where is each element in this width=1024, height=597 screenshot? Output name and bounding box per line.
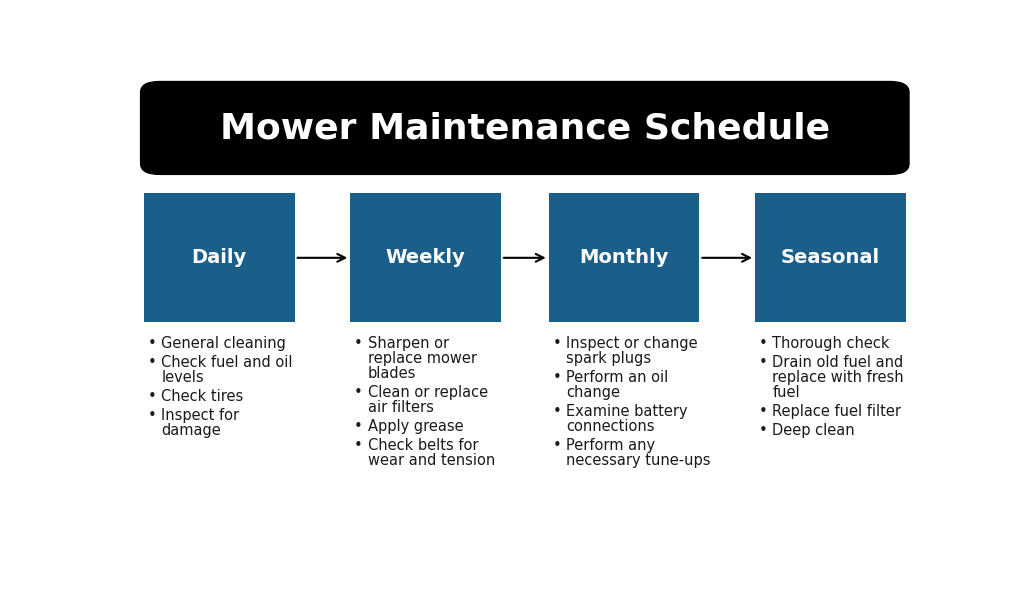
Text: Mower Maintenance Schedule: Mower Maintenance Schedule: [220, 111, 829, 145]
Text: •: •: [354, 438, 362, 453]
Text: •: •: [147, 408, 157, 423]
Text: •: •: [759, 336, 768, 351]
Text: Inspect or change: Inspect or change: [566, 336, 697, 351]
Text: Perform any: Perform any: [566, 438, 655, 453]
Text: connections: connections: [566, 419, 654, 434]
Text: Check fuel and oil: Check fuel and oil: [162, 355, 293, 370]
Text: Thorough check: Thorough check: [772, 336, 890, 351]
Text: •: •: [759, 355, 768, 370]
FancyBboxPatch shape: [143, 193, 295, 322]
FancyBboxPatch shape: [755, 193, 905, 322]
Text: •: •: [553, 404, 561, 419]
Text: •: •: [354, 336, 362, 351]
FancyBboxPatch shape: [549, 193, 699, 322]
Text: Drain old fuel and: Drain old fuel and: [772, 355, 903, 370]
Text: Perform an oil: Perform an oil: [566, 370, 669, 385]
Text: General cleaning: General cleaning: [162, 336, 286, 351]
Text: Monthly: Monthly: [580, 248, 669, 267]
Text: •: •: [759, 423, 768, 438]
Text: Weekly: Weekly: [386, 248, 466, 267]
Text: •: •: [147, 389, 157, 404]
Text: •: •: [553, 336, 561, 351]
Text: blades: blades: [368, 367, 416, 381]
Text: •: •: [354, 419, 362, 434]
Text: Clean or replace: Clean or replace: [368, 385, 487, 400]
Text: •: •: [147, 336, 157, 351]
Text: damage: damage: [162, 423, 221, 438]
Text: Deep clean: Deep clean: [772, 423, 855, 438]
Text: fuel: fuel: [772, 385, 800, 400]
Text: Sharpen or: Sharpen or: [368, 336, 449, 351]
Text: •: •: [553, 438, 561, 453]
FancyBboxPatch shape: [350, 193, 501, 322]
Text: •: •: [759, 404, 768, 419]
Text: levels: levels: [162, 370, 204, 385]
Text: Check belts for: Check belts for: [368, 438, 478, 453]
FancyBboxPatch shape: [140, 81, 909, 175]
Text: •: •: [147, 355, 157, 370]
Text: Daily: Daily: [191, 248, 247, 267]
Text: Examine battery: Examine battery: [566, 404, 688, 419]
Text: Inspect for: Inspect for: [162, 408, 240, 423]
Text: Apply grease: Apply grease: [368, 419, 463, 434]
Text: wear and tension: wear and tension: [368, 453, 495, 468]
Text: •: •: [354, 385, 362, 400]
Text: •: •: [553, 370, 561, 385]
Text: Replace fuel filter: Replace fuel filter: [772, 404, 901, 419]
Text: Check tires: Check tires: [162, 389, 244, 404]
Text: Seasonal: Seasonal: [780, 248, 880, 267]
Text: replace with fresh: replace with fresh: [772, 370, 904, 385]
Text: air filters: air filters: [368, 401, 433, 416]
Text: replace mower: replace mower: [368, 351, 476, 366]
Text: necessary tune-ups: necessary tune-ups: [566, 453, 711, 468]
Text: spark plugs: spark plugs: [566, 351, 651, 366]
Text: change: change: [566, 385, 621, 400]
